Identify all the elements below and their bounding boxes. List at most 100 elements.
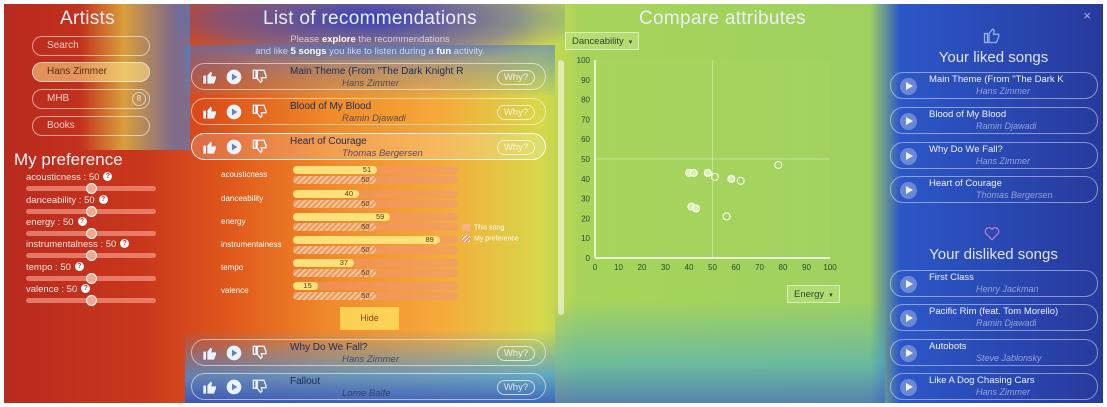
why-button[interactable]: Why? [497,346,535,361]
recommendation-card[interactable]: Fallout Lorne Balfe Why? [191,373,546,400]
recommendation-card[interactable]: Why Do We Fall? Hans Zimmer Why? [191,339,546,366]
attribute-name: instrumentalness [221,240,282,249]
song-value-track: 37 [293,259,458,267]
song-value-bar: 59 [293,213,391,221]
play-icon[interactable] [226,345,242,361]
help-icon[interactable]: ? [120,239,130,248]
song-value-bar: 40 [293,190,359,198]
preference-slider[interactable] [26,228,156,239]
play-icon[interactable] [900,379,917,396]
slider-handle[interactable] [86,228,97,239]
disliked-song-card[interactable]: Like A Dog Chasing Cars Hans Zimmer [890,373,1098,400]
rec-song-artist: Thomas Bergersen [342,148,423,159]
rec-actions [202,139,282,155]
artist-pill-books[interactable]: Books [32,116,150,136]
preference-slider[interactable] [26,183,156,194]
disliked-song-card[interactable]: First Class Henry Jackman [890,270,1098,297]
slider-handle[interactable] [86,206,97,217]
help-icon[interactable]: ? [81,284,91,293]
attribute-comparison-row: instrumentalness 89 50 [221,236,501,260]
play-icon[interactable] [900,182,917,199]
slider-handle[interactable] [86,295,97,306]
play-icon[interactable] [900,113,917,130]
attribute-scatter-plot: 0 10 20 30 40 50 60 70 80 90 100 0 10 20 30 40 50 60 70 80 9… [577,56,838,272]
preference-value-track: 50 [293,200,458,208]
x-attribute-select[interactable]: Energy ▾ [787,285,840,303]
play-icon[interactable] [226,69,242,85]
preference-slider-row: danceability : 50? [26,195,166,217]
play-icon[interactable] [900,276,917,293]
thumbs-up-icon[interactable] [202,379,218,395]
artist-pill-hans-zimmer[interactable]: Hans Zimmer [32,62,150,82]
y-tick-label: 100 [577,56,591,65]
song-artist: Hans Zimmer [976,387,1031,397]
liked-song-card[interactable]: Blood of My Blood Ramin Djawadi [890,107,1098,134]
help-icon[interactable]: ? [98,195,108,204]
slider-handle[interactable] [86,273,97,284]
thumbs-down-icon[interactable] [252,69,268,85]
preference-slider[interactable] [26,295,156,306]
recommendation-card[interactable]: Heart of Courage Thomas Bergersen Why? [191,133,546,160]
slider-handle[interactable] [86,183,97,194]
liked-song-card[interactable]: Main Theme (From "The Dark K Hans Zimmer [890,72,1098,99]
close-icon[interactable]: × [1083,8,1091,23]
thumbs-down-icon[interactable] [252,345,268,361]
y-tick-label: 0 [586,254,591,263]
scatter-point [722,212,731,221]
hide-explanation-button[interactable]: Hide [340,307,399,330]
song-title: Blood of My Blood [929,109,1007,120]
legend-this-song: This song [462,224,504,231]
thumbs-up-icon[interactable] [202,345,218,361]
slider-handle[interactable] [86,250,97,261]
thumbs-up-icon[interactable] [202,139,218,155]
preference-slider-label: tempo : 50? [26,262,166,273]
recommendation-card[interactable]: Main Theme (From "The Dark Knight R Hans … [191,63,546,90]
artist-search-input[interactable]: Search [32,36,150,56]
why-button[interactable]: Why? [497,70,535,85]
rec-song-title: Main Theme (From "The Dark Knight R [290,66,464,77]
play-icon[interactable] [226,379,242,395]
thumbs-up-icon[interactable] [202,69,218,85]
song-lists-panel: × Your liked songs Main Theme (From "The… [880,0,1107,407]
disliked-song-card[interactable]: Autobots Steve Jablonsky [890,339,1098,366]
preference-slider-row: instrumentalness : 50? [26,239,166,261]
liked-song-card[interactable]: Heart of Courage Thomas Bergersen [890,176,1098,203]
attribute-comparison-row: danceability 40 50 [221,190,501,214]
attribute-comparison-row: energy 59 50 [221,213,501,237]
disliked-song-card[interactable]: Pacific Rim (feat. Tom Morello) Ramin Dja… [890,304,1098,331]
thumbs-down-icon[interactable] [252,379,268,395]
thumbs-up-icon[interactable] [202,104,218,120]
why-button[interactable]: Why? [497,140,535,155]
y-tick-label: 10 [581,234,590,243]
play-icon[interactable] [226,104,242,120]
x-tick-label: 10 [614,263,623,272]
recommendations-title: List of recommendations [263,8,477,29]
help-icon[interactable]: ? [74,262,84,271]
artist-pill-mhb[interactable]: MHB 8 [32,89,150,109]
song-title: Pacific Rim (feat. Tom Morello) [929,306,1059,317]
thumbs-down-icon[interactable] [252,104,268,120]
recommendations-scrollbar[interactable] [558,60,564,315]
preference-slider[interactable] [26,206,156,217]
play-icon[interactable] [900,310,917,327]
x-tick-label: 40 [685,263,694,272]
preference-slider[interactable] [26,250,156,261]
why-button[interactable]: Why? [497,380,535,395]
y-tick-label: 20 [581,214,590,223]
y-attribute-select[interactable]: Danceability ▾ [565,32,640,50]
rec-song-title: Heart of Courage [290,136,367,147]
y-tick-label: 50 [581,155,590,164]
play-icon[interactable] [900,78,917,95]
help-icon[interactable]: ? [77,217,87,226]
liked-song-card[interactable]: Why Do We Fall? Hans Zimmer [890,142,1098,169]
preference-slider[interactable] [26,273,156,284]
thumbs-down-icon[interactable] [252,139,268,155]
help-icon[interactable]: ? [103,172,113,181]
play-icon[interactable] [226,139,242,155]
why-button[interactable]: Why? [497,105,535,120]
recommendation-card[interactable]: Blood of My Blood Ramin Djawadi Why? [191,98,546,125]
rec-song-artist: Hans Zimmer [342,78,400,89]
play-icon[interactable] [900,148,917,165]
play-icon[interactable] [900,345,917,362]
compare-panel: Compare attributes Danceability ▾ 0 10 20 30… [555,0,880,407]
